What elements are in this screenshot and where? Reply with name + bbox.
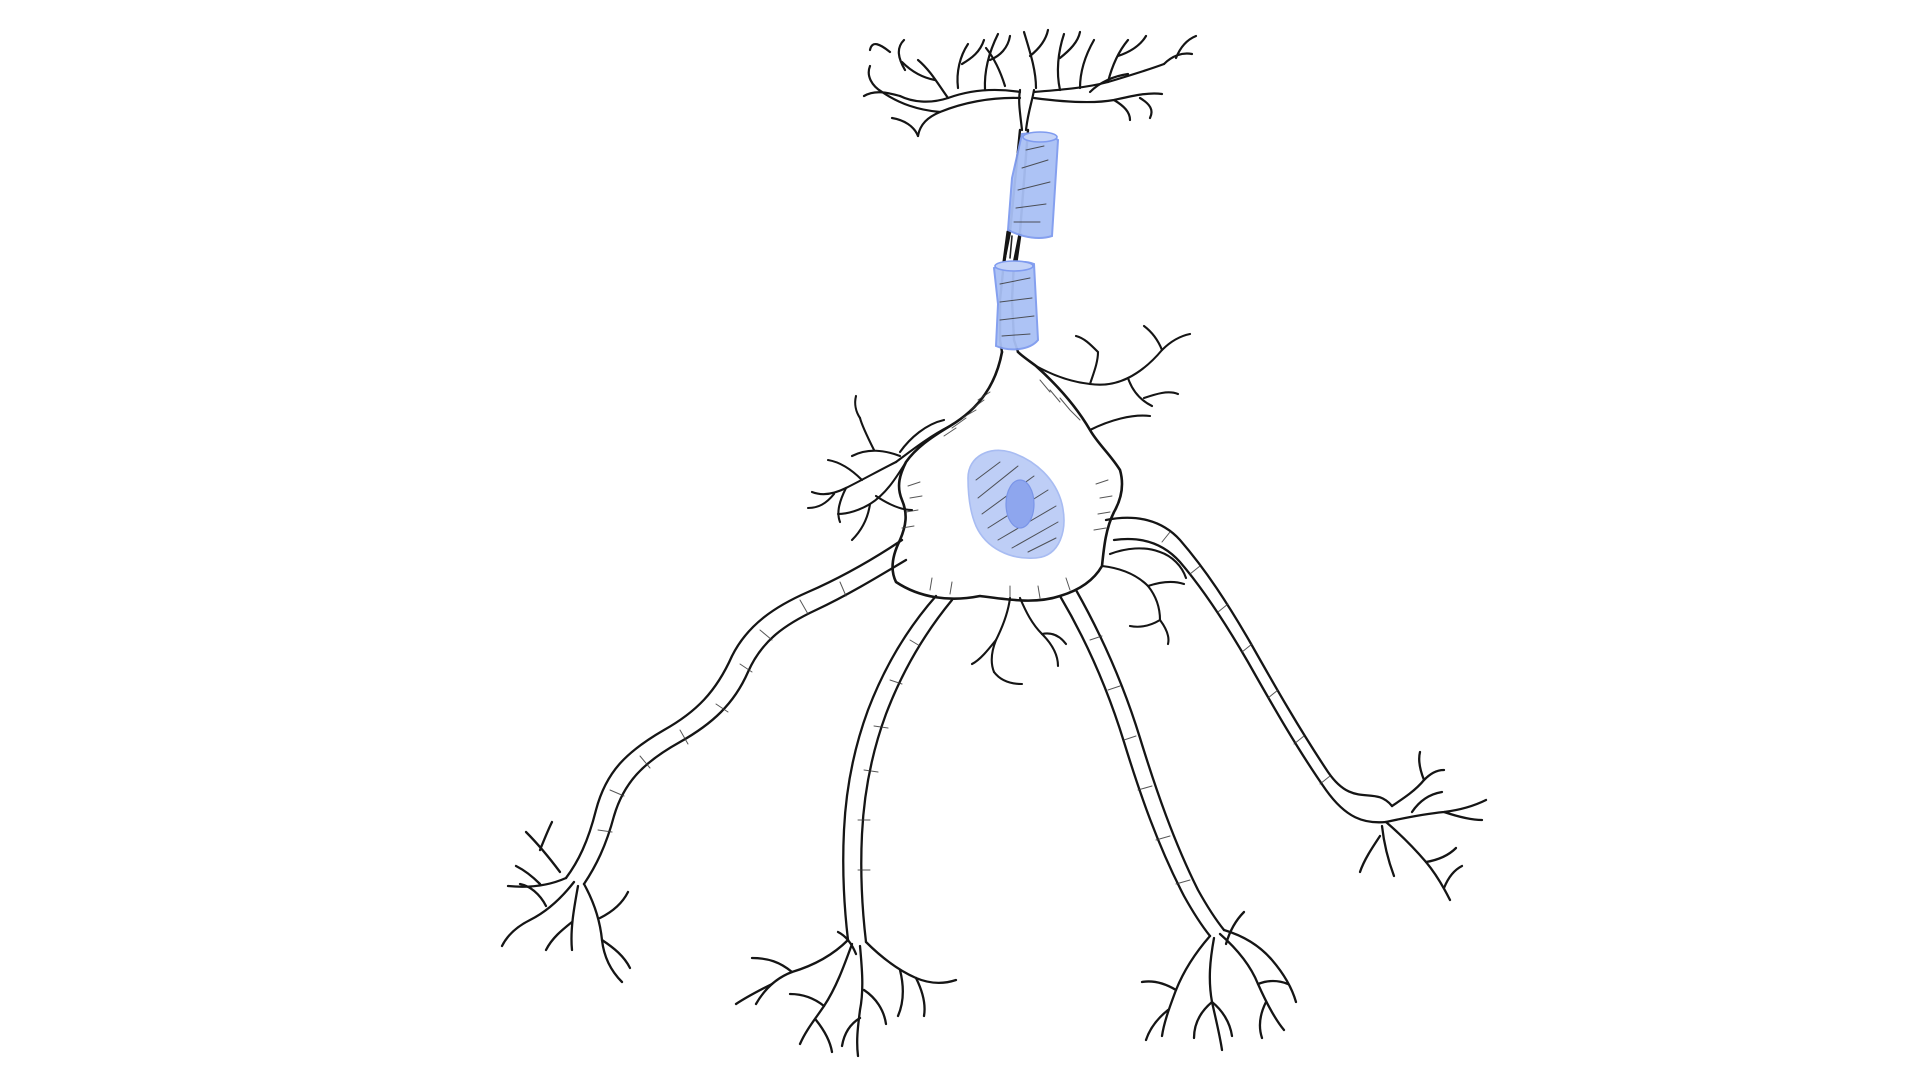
myelin-sheath-upper <box>1006 131 1060 239</box>
dendrite-far-left <box>500 538 908 984</box>
dendrite-lower-left <box>734 594 958 1058</box>
dendrite-lower-middle <box>970 596 1068 686</box>
nucleus <box>967 449 1065 559</box>
dendrite-far-right <box>1104 516 1488 902</box>
myelin-sheath-lower <box>992 260 1040 351</box>
dendrite-upper-left <box>806 394 952 542</box>
nucleolus <box>1005 479 1035 529</box>
axon-terminal <box>862 28 1198 138</box>
dendrite-lower-right <box>1058 588 1298 1052</box>
dendrite-upper-right <box>1034 324 1192 432</box>
dendrite-mid-right-small <box>1100 547 1188 646</box>
